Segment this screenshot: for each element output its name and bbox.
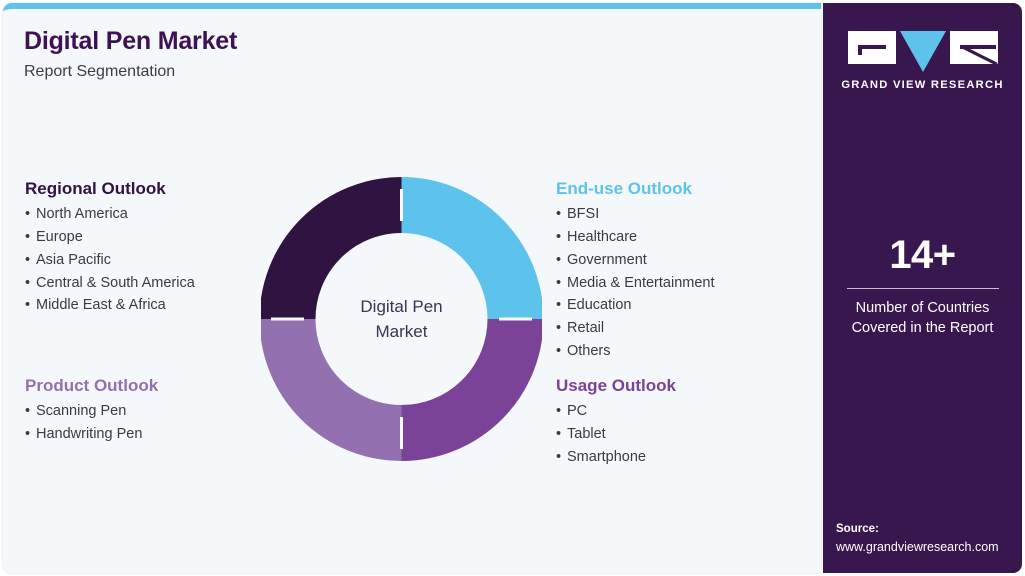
bullet-icon: •	[556, 297, 562, 314]
list-item: • Education	[556, 294, 715, 317]
list-item: • Middle East & Africa	[25, 294, 195, 317]
donut-segment-enduse	[400, 177, 542, 320]
list-item: • BFSI	[556, 203, 715, 226]
list-item: • Smartphone	[556, 446, 676, 469]
stat-caption-line1: Number of Countries	[855, 300, 990, 316]
list-item-label: Middle East & Africa	[36, 297, 166, 314]
list-item: • Handwriting Pen	[25, 423, 158, 446]
outlook-group-enduse: End-use Outlook • BFSI • Healthcare • Gover…	[556, 179, 715, 362]
bullet-icon: •	[556, 426, 562, 443]
outlook-list-usage: • PC • Tablet • Smartphone	[556, 400, 676, 468]
list-item-label: PC	[567, 403, 588, 420]
list-item: • Healthcare	[556, 226, 715, 249]
list-item-label: Handwriting Pen	[36, 426, 143, 443]
stat-caption: Number of Countries Covered in the Repor…	[823, 298, 1022, 338]
source-block: Source: www.grandviewresearch.com	[836, 521, 1022, 556]
stat-number: 14+	[889, 233, 956, 277]
list-item: • Tablet	[556, 423, 676, 446]
bullet-icon: •	[556, 274, 562, 291]
outlook-heading-regional: Regional Outlook	[25, 179, 166, 198]
source-url[interactable]: www.grandviewresearch.com	[836, 540, 999, 554]
list-item: • Retail	[556, 317, 715, 340]
page-title: Digital Pen Market	[24, 27, 238, 55]
list-item-label: BFSI	[567, 206, 600, 223]
bullet-icon: •	[556, 448, 562, 465]
list-item: • Government	[556, 249, 715, 272]
stat-block: 14+ Number of Countries Covered in the R…	[823, 235, 1022, 338]
donut-chart: Digital Pen Market	[261, 177, 542, 461]
outlook-list-regional: • North America • Europe • Asia Pacific • Ce…	[25, 203, 195, 317]
list-item: • Scanning Pen	[25, 400, 158, 423]
brand-logo: GRAND VIEW RESEARCH	[823, 31, 1022, 91]
sidebar-panel: GRAND VIEW RESEARCH 14+ Number of Countr…	[823, 3, 1022, 573]
bullet-icon: •	[25, 403, 31, 420]
list-item: • Asia Pacific	[25, 249, 195, 272]
outlook-heading-enduse: End-use Outlook	[556, 179, 692, 198]
outlook-heading-usage: Usage Outlook	[556, 376, 676, 395]
outlook-group-product: Product Outlook • Scanning Pen • Handwriti…	[25, 376, 158, 446]
stat-divider	[846, 288, 999, 289]
donut-segment-product	[261, 318, 403, 461]
bullet-icon: •	[25, 426, 31, 443]
bullet-icon: •	[556, 319, 562, 336]
list-item: • North America	[25, 203, 195, 226]
outlook-group-regional: Regional Outlook • North America • Europe …	[25, 179, 195, 317]
page-subtitle: Report Segmentation	[24, 62, 176, 80]
list-item-label: Smartphone	[567, 448, 646, 465]
list-item: • PC	[556, 400, 676, 423]
outlook-list-enduse: • BFSI • Healthcare • Government • Media & E…	[556, 203, 715, 362]
main-card: Digital Pen Market Report Segmentation R…	[3, 3, 821, 573]
bullet-icon: •	[25, 251, 31, 268]
source-label: Source:	[836, 523, 879, 535]
bullet-icon: •	[556, 342, 562, 359]
donut-segment-usage	[400, 318, 542, 461]
list-item: • Central & South America	[25, 272, 195, 295]
title-block: Digital Pen Market Report Segmentation	[24, 27, 237, 81]
bullet-icon: •	[25, 206, 31, 223]
list-item: • Media & Entertainment	[556, 272, 715, 295]
bullet-icon: •	[556, 229, 562, 246]
list-item-label: Europe	[36, 229, 83, 246]
list-item-label: Retail	[567, 319, 605, 336]
list-item: • Others	[556, 340, 715, 363]
list-item-label: Central & South America	[36, 274, 195, 291]
outlook-group-usage: Usage Outlook • PC • Tablet • Smartphone	[556, 376, 676, 469]
list-item-label: Education	[567, 297, 632, 314]
bullet-icon: •	[25, 229, 31, 246]
outlook-heading-product: Product Outlook	[25, 376, 159, 395]
logo-marks	[847, 31, 998, 72]
list-item-label: Others	[567, 342, 611, 359]
list-item-label: North America	[36, 206, 128, 223]
logo-g-icon	[847, 31, 896, 64]
bullet-icon: •	[25, 297, 31, 314]
stat-caption-line2: Covered in the Report	[851, 320, 994, 336]
list-item: • Europe	[25, 226, 195, 249]
list-item-label: Scanning Pen	[36, 403, 127, 420]
logo-wordmark: GRAND VIEW RESEARCH	[841, 79, 1004, 91]
list-item-label: Asia Pacific	[36, 251, 111, 268]
donut-segment-regional	[261, 177, 403, 320]
list-item-label: Healthcare	[567, 229, 638, 246]
list-item-label: Media & Entertainment	[567, 274, 715, 291]
bullet-icon: •	[556, 206, 562, 223]
donut-chart-svg	[261, 177, 542, 461]
logo-v-icon	[899, 31, 946, 72]
logo-r-icon	[949, 31, 998, 64]
bullet-icon: •	[556, 403, 562, 420]
bullet-icon: •	[556, 251, 562, 268]
list-item-label: Tablet	[567, 426, 606, 443]
list-item-label: Government	[567, 251, 647, 268]
bullet-icon: •	[25, 274, 31, 291]
outlook-list-product: • Scanning Pen • Handwriting Pen	[25, 400, 158, 445]
